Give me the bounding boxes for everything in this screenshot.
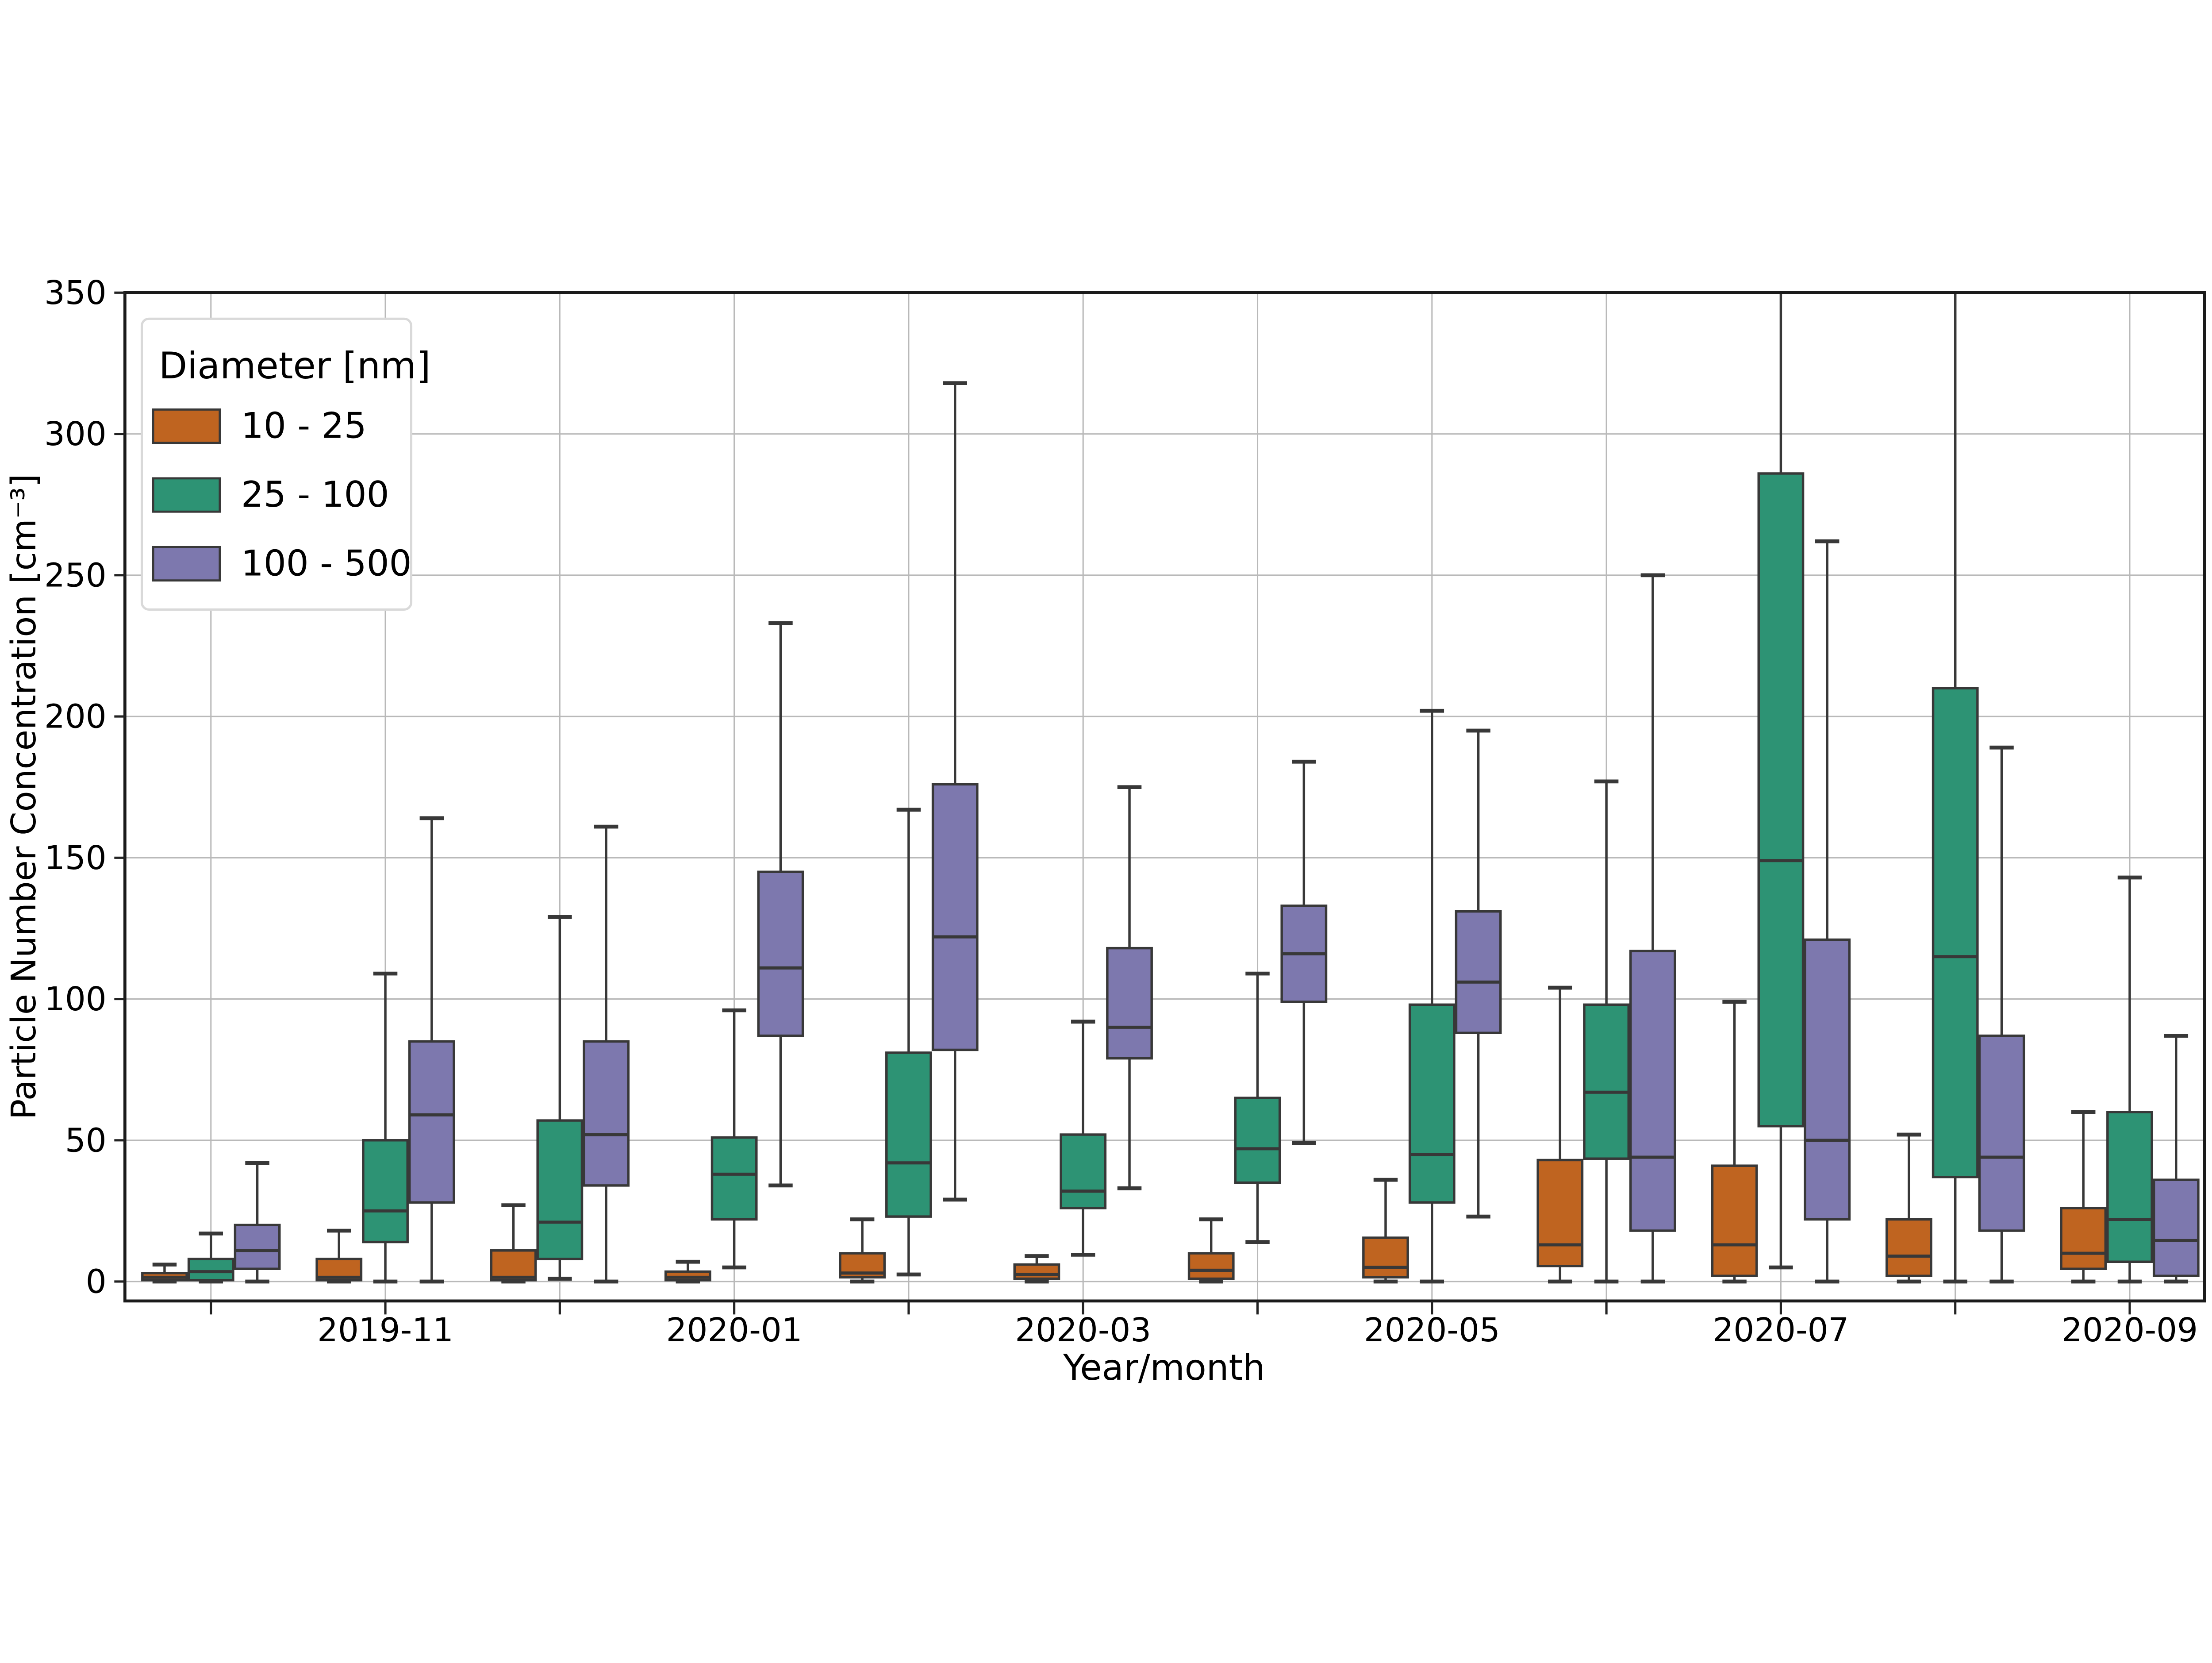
box-group-25-100-2020-05 (1408, 708, 1455, 1284)
y-tick-label-300: 300 (44, 416, 107, 453)
box-group-10-25-2020-06 (1536, 985, 1584, 1284)
box-100-500-2020-03 (1106, 947, 1153, 1060)
x-axis-title: Year/month (1063, 1347, 1265, 1388)
plot-border (123, 291, 2206, 1303)
x-tick-label-2019-11: 2019-11 (317, 1312, 453, 1349)
axes: 2019-11 2020-01 2020-03 2020-05 2020-07 2020-… (44, 274, 2206, 1349)
box-group-10-25-2020-05 (1362, 1178, 1409, 1284)
box-25-100-2020-07 (1757, 472, 1805, 1128)
x-tick-label-2020-07: 2020-07 (1713, 1312, 1849, 1349)
box-group-100-500-2020-04 (1280, 759, 1328, 1145)
box-100-500-2020-06 (1629, 950, 1676, 1232)
y-tick-label-50: 50 (65, 1122, 107, 1159)
box-25-100-2019-12 (536, 1119, 584, 1260)
box-group-25-100-2020-09 (2106, 875, 2153, 1284)
box-group-25-100-2020-06 (1583, 779, 1630, 1284)
box-group-10-25-2019-12 (490, 1203, 537, 1284)
box-10-25-2020-08 (1886, 1218, 1932, 1277)
y-tick-label-100: 100 (44, 981, 107, 1018)
box-group-10-25-2020-08 (1886, 1132, 1932, 1284)
y-tick-label-350: 350 (44, 274, 107, 312)
box-100-500-2020-08 (1978, 1034, 2025, 1232)
box-group-100-500-2020-07 (1804, 539, 1851, 1284)
box-25-100-2019-11 (362, 1139, 409, 1243)
box-group-100-500-2019-10 (234, 1161, 281, 1284)
box-group-10-25-2020-04 (1187, 1217, 1235, 1284)
x-tick-label-2020-01: 2020-01 (666, 1312, 803, 1349)
legend-label-25-100: 25 - 100 (241, 474, 389, 515)
box-100-500-2020-09 (2152, 1178, 2200, 1277)
box-group-100-500-2019-12 (583, 824, 630, 1284)
box-group-25-100-2020-02 (885, 808, 932, 1277)
legend-swatch-100-500 (152, 546, 221, 582)
legend-label-10-25: 10 - 25 (241, 405, 367, 447)
box-group-25-100-2020-04 (1234, 971, 1281, 1244)
box-10-25-2020-04 (1187, 1252, 1235, 1280)
box-group-10-25-2020-03 (1013, 1254, 1060, 1284)
box-group-100-500-2020-08 (1978, 745, 2025, 1284)
y-tick-label-250: 250 (44, 557, 107, 594)
y-tick-label-0: 0 (86, 1263, 107, 1301)
box-group-100-500-2020-05 (1455, 728, 1502, 1219)
box-25-100-2020-09 (2106, 1111, 2153, 1263)
box-group-25-100-2019-10 (187, 1232, 234, 1284)
box-100-500-2019-12 (583, 1040, 630, 1187)
box-25-100-2020-06 (1583, 1003, 1630, 1160)
box-group-100-500-2020-03 (1106, 785, 1153, 1190)
box-10-25-2020-07 (1711, 1164, 1758, 1277)
legend-title: Diameter [nm] (159, 344, 431, 387)
y-tick-label-200: 200 (44, 698, 107, 736)
box-100-500-2020-01 (757, 870, 804, 1037)
box-group-10-25-2020-09 (2060, 1110, 2107, 1284)
y-axis-title: Particle Number Concentration [cm⁻³] (4, 474, 44, 1120)
box-25-100-2020-03 (1060, 1133, 1107, 1209)
box-100-500-2020-05 (1455, 910, 1502, 1034)
box-25-100-2020-02 (885, 1051, 932, 1218)
legend-label-100-500: 100 - 500 (241, 543, 412, 584)
box-group-10-25-2019-11 (315, 1228, 363, 1284)
box-10-25-2020-09 (2060, 1207, 2107, 1270)
legend-swatch-25-100 (152, 477, 221, 513)
y-tick-label-150: 150 (44, 839, 107, 877)
legend: Diameter [nm] 10 - 25 25 - 100 100 - 500 (140, 317, 431, 611)
box-group-25-100-2019-12 (536, 915, 584, 1281)
box-group-10-25-2020-07 (1711, 1000, 1758, 1284)
box-group-10-25-2019-10 (141, 1263, 188, 1284)
legend-box (140, 317, 413, 611)
box-group-10-25-2020-02 (839, 1217, 886, 1284)
legend-swatch-10-25 (152, 408, 221, 444)
box-group-25-100-2020-01 (710, 1008, 758, 1270)
boxes (141, 293, 2200, 1284)
x-tick-label-2020-09: 2020-09 (2062, 1312, 2198, 1349)
box-group-100-500-2020-06 (1629, 573, 1676, 1284)
box-10-25-2020-05 (1362, 1236, 1409, 1279)
box-10-25-2019-12 (490, 1249, 537, 1282)
x-tick-label-2020-05: 2020-05 (1364, 1312, 1500, 1349)
box-100-500-2019-11 (408, 1040, 455, 1204)
x-tick-label-2020-03: 2020-03 (1015, 1312, 1151, 1349)
box-100-500-2020-02 (931, 783, 979, 1051)
box-25-100-2020-05 (1408, 1003, 1455, 1204)
box-group-25-100-2020-08 (1932, 293, 1979, 1284)
box-25-100-2020-01 (710, 1136, 758, 1221)
box-10-25-2020-03 (1013, 1263, 1060, 1280)
box-100-500-2019-10 (234, 1224, 281, 1270)
box-group-10-25-2020-01 (664, 1259, 711, 1284)
box-group-25-100-2020-03 (1060, 1020, 1107, 1257)
box-group-100-500-2020-01 (757, 621, 804, 1188)
box-100-500-2020-07 (1804, 938, 1851, 1221)
box-group-25-100-2020-07 (1757, 293, 1805, 1270)
box-25-100-2020-04 (1234, 1097, 1281, 1184)
box-25-100-2020-08 (1932, 687, 1979, 1178)
box-group-100-500-2019-11 (408, 816, 455, 1284)
box-group-100-500-2020-09 (2152, 1034, 2200, 1284)
box-group-100-500-2020-02 (931, 381, 979, 1202)
box-10-25-2020-06 (1536, 1159, 1584, 1267)
box-group-25-100-2019-11 (362, 971, 409, 1284)
box-25-100-2019-10 (187, 1258, 234, 1282)
